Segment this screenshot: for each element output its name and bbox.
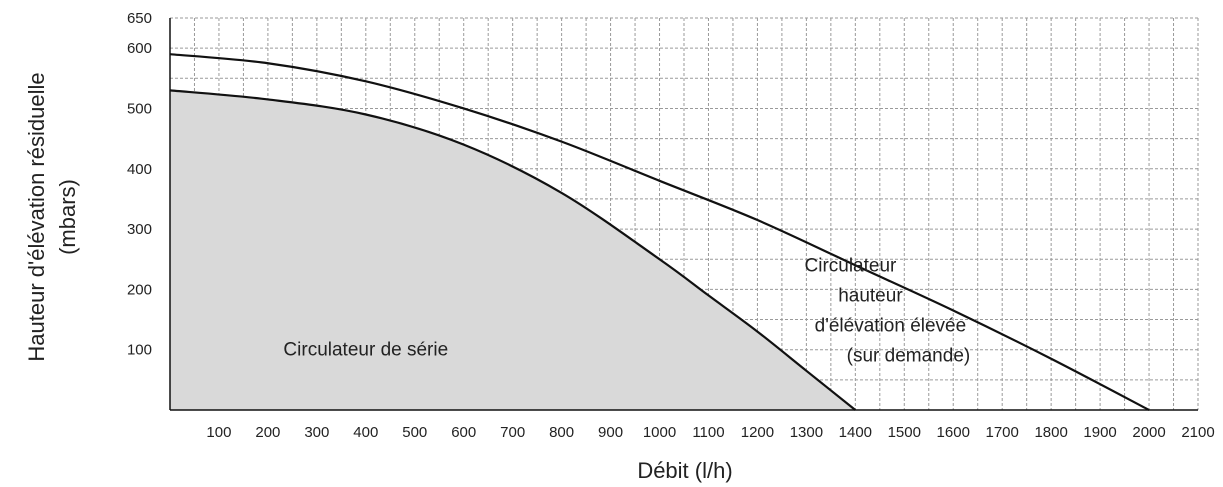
- x-tick-label: 1300: [790, 424, 823, 441]
- x-tick-label: 500: [402, 424, 427, 441]
- x-tick-label: 1200: [741, 424, 774, 441]
- x-tick-label: 800: [549, 424, 574, 441]
- annotations: Circulateur de série Circulateur hauteur d'…: [283, 255, 970, 366]
- x-tick-label: 2000: [1132, 424, 1165, 441]
- series-standard-area: [170, 90, 856, 410]
- x-tick-label: 1600: [937, 424, 970, 441]
- annotation-high-line: Circulateur: [805, 255, 898, 276]
- series-high-line: [169, 53, 1150, 411]
- x-tick-label: 900: [598, 424, 623, 441]
- annotation-standard: Circulateur de série: [283, 340, 448, 361]
- x-tick-labels: 100 200 300 400 500 600 700 800 900 1000 1100 1200 1…: [206, 424, 1214, 441]
- annotation-high-line: (sur demande): [847, 345, 971, 366]
- y-tick-label: 650: [127, 10, 152, 27]
- x-tick-label: 1000: [643, 424, 676, 441]
- x-tick-label: 400: [353, 424, 378, 441]
- x-tick-label: 1800: [1034, 424, 1067, 441]
- x-tick-label: 2100: [1181, 424, 1214, 441]
- x-tick-label: 1500: [888, 424, 921, 441]
- x-tick-label: 700: [500, 424, 525, 441]
- series-standard-line: [169, 89, 857, 411]
- y-tick-label: 600: [127, 40, 152, 57]
- x-tick-label: 1400: [839, 424, 872, 441]
- y-tick-label: 200: [127, 281, 152, 298]
- x-tick-label: 1900: [1083, 424, 1116, 441]
- x-axis-title: Débit (l/h): [637, 458, 732, 483]
- y-tick-labels: 100 200 300 400 500 600 650: [127, 10, 152, 359]
- annotation-high-line: hauteur: [838, 285, 903, 306]
- x-tick-label: 300: [304, 424, 329, 441]
- y-axis-title-line2: (mbars): [55, 179, 80, 255]
- area-layer: [170, 90, 856, 410]
- x-tick-label: 200: [255, 424, 280, 441]
- x-tick-label: 1100: [692, 424, 724, 441]
- y-tick-label: 300: [127, 221, 152, 238]
- x-tick-label: 1700: [986, 424, 1019, 441]
- y-axis-title-line1: Hauteur d'élévation résiduelle: [24, 72, 49, 361]
- annotation-high-line: d'élévation élevée: [815, 315, 967, 336]
- y-tick-label: 400: [127, 161, 152, 178]
- y-tick-label: 500: [127, 100, 152, 117]
- curve-layer: [169, 53, 1150, 411]
- x-tick-label: 100: [206, 424, 231, 441]
- axes: [169, 18, 1198, 411]
- x-tick-label: 600: [451, 424, 476, 441]
- y-tick-label: 100: [127, 342, 152, 359]
